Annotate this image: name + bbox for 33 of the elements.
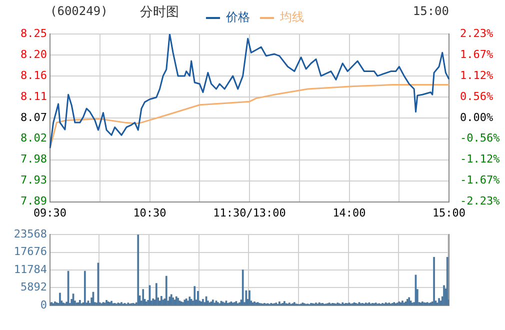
y-tick-label: 8.07	[20, 110, 47, 124]
text: (600249)	[50, 4, 108, 18]
legend-label: 均线	[279, 10, 304, 24]
x-tick-label: 10:30	[133, 206, 166, 220]
chart-title: 分时图	[140, 4, 179, 21]
y-tick-label: 8.02	[20, 132, 47, 145]
y-tick-label: 5892	[20, 280, 47, 294]
y-tick-label: 23568	[14, 227, 47, 240]
y2-tick-label: 2.23%	[460, 26, 494, 40]
y2-tick-label: -1.12%	[460, 152, 500, 166]
x-tick-label: 11:30/13:00	[213, 206, 286, 220]
y-tick-label: 17676	[14, 245, 47, 258]
y-tick-label: 8.11	[20, 90, 47, 103]
text: 15:00	[412, 4, 449, 18]
y-tick-label: 0	[40, 298, 47, 312]
y2-tick-label: 0.00%	[460, 110, 494, 124]
x-tick-label: 14:00	[332, 206, 366, 220]
y2-tick-label: -1.67%	[460, 174, 500, 187]
legend-label: 价格	[225, 10, 250, 24]
x-tick-label: 15:00	[432, 206, 466, 220]
x-tick-label: 09:30	[33, 206, 67, 220]
y-tick-label: 7.89	[20, 194, 47, 208]
y-tick-label: 8.16	[20, 68, 47, 82]
y-tick-label: 7.98	[20, 152, 47, 166]
y-tick-label: 8.20	[20, 48, 47, 61]
y2-tick-label: -2.23%	[460, 194, 500, 208]
y2-tick-label: -0.56%	[460, 132, 500, 145]
y-tick-label: 11784	[14, 262, 48, 276]
y-tick-label: 8.25	[20, 26, 47, 40]
y2-tick-label: 1.12%	[460, 68, 494, 82]
y2-tick-label: 0.56%	[460, 90, 494, 103]
y2-tick-label: 1.67%	[460, 48, 494, 61]
y-tick-label: 7.93	[20, 174, 47, 187]
